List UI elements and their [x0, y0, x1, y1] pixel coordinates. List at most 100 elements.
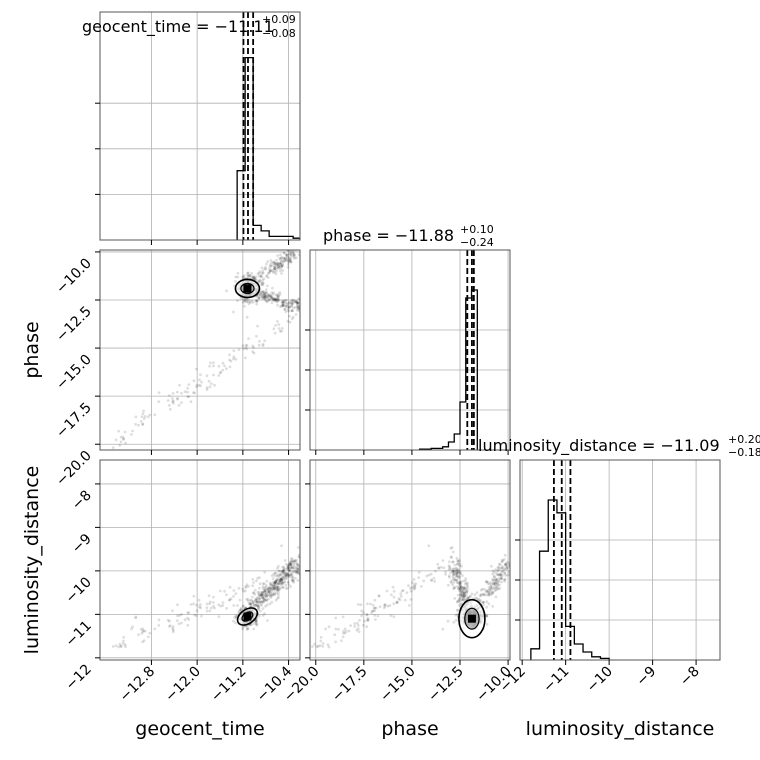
sample-point-b-484: [283, 559, 287, 562]
sample-point-c-17: [485, 614, 489, 618]
ytick-label-luminosity_distance-4: −8: [69, 487, 95, 513]
sample-point-b-530: [273, 593, 276, 596]
sample-point-c-317: [497, 573, 501, 577]
sample-point-b-540: [284, 583, 288, 587]
sample-point-c-539: [460, 598, 463, 602]
sample-point-a-236: [242, 274, 246, 278]
sample-point-a-384: [269, 268, 273, 272]
sample-point-b-333: [279, 577, 283, 581]
sample-point-b-700: [177, 622, 181, 626]
sample-point-b-691: [209, 606, 213, 610]
sample-point-b-596: [265, 579, 269, 583]
sample-point-b-568: [280, 577, 284, 581]
sample-point-a-689: [186, 395, 190, 399]
sample-point-a-305: [286, 253, 289, 257]
sample-point-a-430: [296, 307, 300, 310]
sample-point-b-276: [293, 568, 296, 572]
frame-luminosity-distance-vs-geocent-time: [99, 459, 301, 661]
sample-point-a-230: [236, 271, 240, 275]
sample-point-a-302: [283, 259, 287, 263]
sample-point-b-571: [277, 593, 280, 597]
sample-point-c-664: [383, 603, 387, 606]
sample-point-a-654: [205, 386, 209, 390]
sample-point-c-421: [454, 572, 458, 576]
sample-point-c-734: [374, 618, 377, 621]
sample-point-c-269: [487, 590, 491, 594]
sample-point-b-689: [186, 623, 190, 627]
sample-point-b-203: [256, 604, 259, 608]
sample-point-b-545: [282, 572, 286, 575]
sample-point-c-348: [505, 565, 509, 569]
sample-point-c-466: [459, 581, 462, 585]
sample-point-b-590: [265, 598, 268, 602]
sample-point-a-686: [122, 437, 126, 441]
sample-point-a-746: [287, 309, 291, 313]
sample-point-a-479: [281, 301, 284, 304]
xlabel-luminosity-distance: luminosity_distance: [526, 718, 715, 740]
sample-point-b-325: [288, 561, 292, 565]
sample-point-b-262: [280, 578, 284, 582]
sample-point-c-360: [494, 581, 497, 584]
sample-point-b-546: [254, 600, 257, 603]
sample-point-b-295: [275, 587, 278, 590]
sample-point-a-585: [300, 305, 303, 308]
sample-point-a-268: [265, 275, 268, 278]
sample-point-c-506: [453, 569, 456, 573]
sample-point-a-404: [259, 282, 263, 286]
sample-point-a-498: [275, 298, 279, 302]
sample-point-b-671: [176, 614, 179, 618]
sample-point-b-538: [255, 600, 259, 604]
sample-point-c-557: [449, 555, 453, 559]
sample-point-b-503: [258, 596, 262, 600]
sample-point-c-311: [495, 586, 498, 589]
sample-point-b-501: [254, 604, 258, 607]
sample-point-b-665: [218, 589, 222, 593]
sample-point-a-450: [264, 288, 268, 291]
ytick-label-phase-2: −15.0: [53, 352, 95, 394]
sample-point-c-594: [462, 595, 466, 599]
sample-point-b-548: [291, 576, 295, 580]
sample-point-a-573: [264, 294, 268, 298]
sample-point-b-467: [276, 585, 279, 589]
sample-point-c-473: [450, 556, 453, 559]
sample-point-b-593: [263, 592, 267, 596]
sample-point-a-331: [268, 269, 272, 273]
sample-point-a-593: [263, 294, 267, 297]
sample-point-c-398: [479, 593, 483, 596]
sample-point-a-137: [241, 275, 245, 278]
sample-point-a-648: [141, 412, 145, 416]
sample-point-a-368: [284, 256, 287, 260]
sample-point-a-261: [286, 256, 289, 259]
sample-point-c-273: [492, 579, 495, 583]
sample-point-c-306: [479, 594, 483, 597]
sample-point-b-581: [271, 587, 275, 591]
sample-point-b-431: [279, 573, 282, 577]
sample-point-b-261: [286, 567, 289, 570]
sample-point-b-607: [291, 578, 294, 582]
sample-point-c-365: [485, 593, 489, 597]
sample-point-b-324: [266, 587, 270, 591]
sample-point-a-731: [195, 385, 199, 389]
sample-point-a-565: [281, 303, 285, 307]
sample-point-a-571: [277, 295, 280, 298]
sample-point-c-264: [494, 589, 497, 592]
sample-point-c-569: [470, 592, 474, 596]
sample-point-b-550: [268, 593, 271, 597]
sample-point-b-489: [276, 585, 280, 589]
sample-point-c-567: [457, 569, 460, 572]
sample-point-b-351: [259, 593, 263, 597]
sample-point-b-650: [142, 629, 146, 633]
sample-point-a-447: [264, 292, 267, 295]
sample-point-b-434: [263, 598, 266, 602]
sample-point-c-726: [430, 578, 433, 582]
sample-point-b-368: [284, 574, 287, 577]
sample-point-b-566: [285, 573, 288, 576]
sample-point-b-277: [278, 587, 282, 591]
sample-point-b-400: [259, 600, 263, 604]
sample-point-a-400: [259, 280, 263, 283]
panel-phase-hist: phase = −11.88 +0.10 −0.24: [309, 223, 511, 451]
sample-point-c-381: [492, 582, 496, 585]
sample-point-b-319: [269, 581, 272, 585]
sample-point-a-526: [271, 297, 274, 301]
sample-point-b-562: [262, 600, 265, 604]
